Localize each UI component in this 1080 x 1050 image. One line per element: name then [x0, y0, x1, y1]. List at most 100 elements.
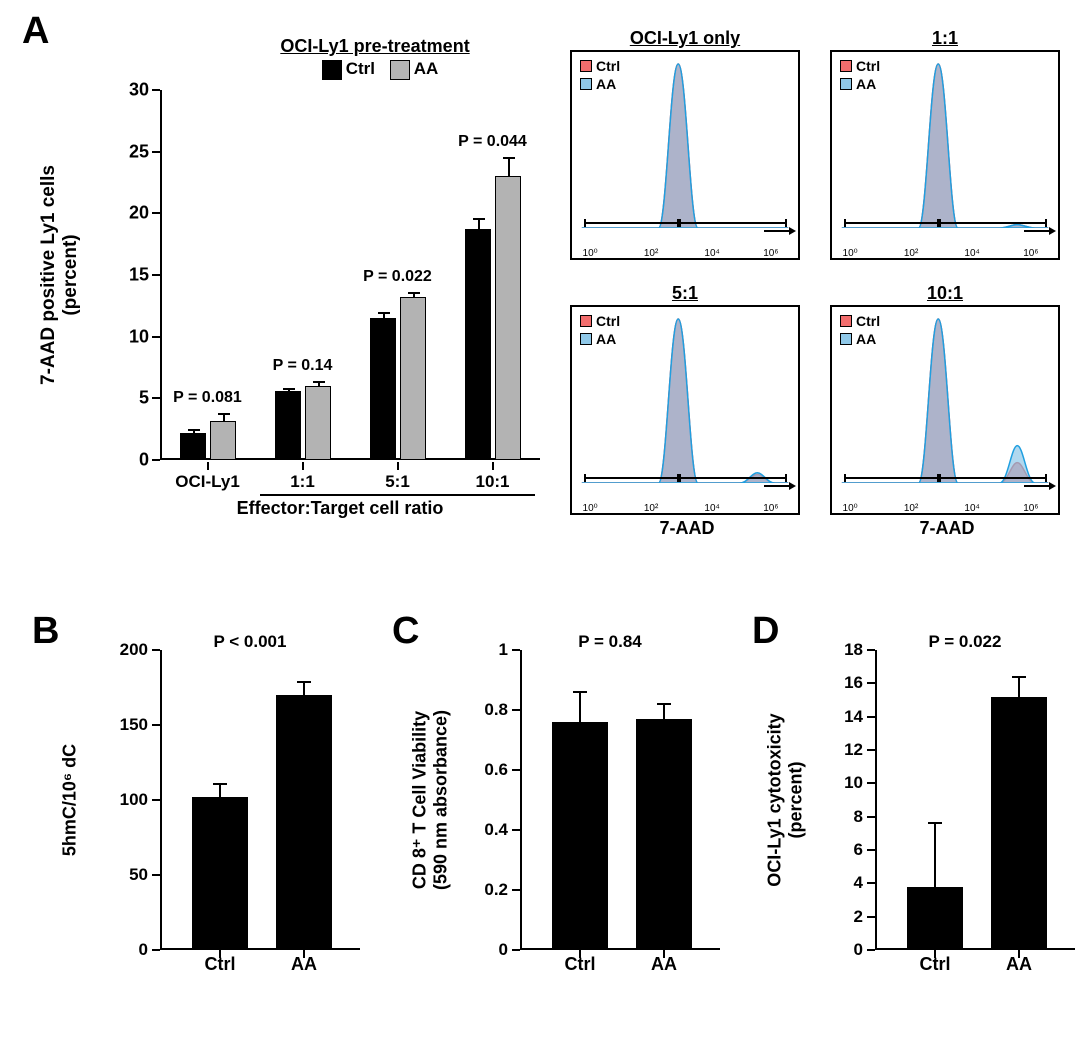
error-bar [303, 682, 305, 696]
panel-a-pvalue: P = 0.081 [163, 389, 253, 407]
panel-a-legend-title: OCI-Ly1 pre-treatment [240, 36, 510, 57]
panel-a-y-title-1: 7-AAD positive Ly1 cells [38, 165, 59, 385]
ytick-label: 0 [102, 940, 148, 960]
flow-xtick-label: 10² [904, 503, 918, 514]
panel-a-err-ctrl [383, 313, 385, 319]
ytick [867, 682, 875, 684]
ytick-label: 0.4 [462, 820, 508, 840]
panel-a-ytick [152, 89, 160, 91]
ytick [867, 949, 875, 951]
ytick-label: 1 [462, 640, 508, 660]
flow-plot-title: 5:1 [572, 283, 798, 304]
flow-plot: OCI-Ly1 onlyCtrlAA10⁰10²10⁴10⁶ [570, 50, 800, 260]
ytick [867, 916, 875, 918]
panel-a-bar-ctrl [370, 318, 396, 460]
ytick-label: 0.6 [462, 760, 508, 780]
flow-plot-title: 1:1 [832, 28, 1058, 49]
panel-a-xtick [397, 462, 399, 470]
panel-a-xtick [492, 462, 494, 470]
panel-a-xlabel: 10:1 [475, 472, 509, 492]
panel-a-ytick-label: 0 [115, 450, 149, 471]
arrow-icon [1024, 485, 1054, 487]
panel-a-bar-aa [495, 176, 521, 460]
panel-a-ytick [152, 397, 160, 399]
flow-gate-right [939, 222, 1047, 224]
flow-xtick-label: 10² [904, 248, 918, 259]
flow-gate-right [939, 477, 1047, 479]
bar [552, 722, 608, 950]
panel-a-xlabel: OCI-Ly1 [175, 472, 240, 492]
panel-a-y-title: 7-AAD positive Ly1 cells (percent) [38, 95, 82, 455]
flow-xaxis-label: 7-AAD [572, 518, 802, 539]
flow-xtick-label: 10⁶ [763, 503, 778, 514]
flow-xtick-label: 10⁶ [1023, 503, 1038, 514]
panel-a-ytick-label: 5 [115, 388, 149, 409]
panel-a-xgroup-title: Effector:Target cell ratio [210, 498, 470, 519]
panel-d-y-title-2: (percent) [785, 762, 805, 839]
flow-xtick-label: 10⁰ [843, 503, 858, 514]
bar [192, 797, 248, 950]
panel-a-bar-aa [305, 386, 331, 460]
panel-a-ytick [152, 274, 160, 276]
panel-a-err-aa [318, 382, 320, 387]
ytick-label: 0.8 [462, 700, 508, 720]
panel-a-err-aa [508, 158, 510, 178]
flow-plot-title: 10:1 [832, 283, 1058, 304]
ytick-label: 10 [817, 773, 863, 793]
ytick-label: 14 [817, 707, 863, 727]
ytick [512, 769, 520, 771]
panel-a-xtick [302, 462, 304, 470]
panel-d-y-title: OCI-Ly1 cytotoxicity (percent) [764, 640, 805, 960]
panel-a-ytick-label: 10 [115, 326, 149, 347]
flow-gate-right [679, 477, 787, 479]
panel-a-pvalue: P = 0.14 [258, 357, 348, 375]
figure-root: A OCI-Ly1 pre-treatment Ctrl AA 7-AAD po… [10, 10, 1070, 1040]
ytick-label: 100 [102, 790, 148, 810]
panel-a-ytick [152, 459, 160, 461]
flow-gate-left [844, 222, 939, 224]
ytick-label: 8 [817, 807, 863, 827]
panel-b-y-title: 5hmC/10⁶ dC [60, 640, 81, 960]
error-bar [579, 692, 581, 722]
flow-gate-left [584, 477, 679, 479]
panel-d-pval: P = 0.022 [929, 632, 1002, 652]
ytick [867, 849, 875, 851]
ytick [512, 949, 520, 951]
panel-a-err-aa [223, 414, 225, 421]
flow-xtick-label: 10² [644, 503, 658, 514]
legend-label-ctrl: Ctrl [346, 59, 375, 78]
ytick-label: 12 [817, 740, 863, 760]
panel-c-pval: P = 0.84 [578, 632, 642, 652]
flow-histogram [832, 58, 1058, 228]
bar [636, 719, 692, 950]
panel-a-ytick-label: 15 [115, 265, 149, 286]
panel-a-bar-aa [400, 297, 426, 460]
ytick [867, 716, 875, 718]
panel-a-err-ctrl [193, 430, 195, 434]
error-bar [219, 784, 221, 798]
ytick-label: 6 [817, 840, 863, 860]
flow-xtick-label: 10⁴ [704, 503, 719, 514]
panel-a-bar-ctrl [275, 391, 301, 460]
ytick [512, 709, 520, 711]
ytick [512, 829, 520, 831]
panel-c-y-title-2: (590 nm absorbance) [430, 710, 450, 890]
xlabel: AA [291, 954, 317, 975]
flow-gate-right [679, 222, 787, 224]
panel-a-xgroup-line [260, 494, 535, 496]
ytick [152, 874, 160, 876]
panel-b-chart: 5hmC/10⁶ dC P < 0.001 050100150200CtrlAA [70, 620, 380, 1010]
flow-xtick-label: 10⁴ [704, 248, 719, 259]
ytick-label: 0 [817, 940, 863, 960]
ytick-label: 16 [817, 673, 863, 693]
ytick-label: 2 [817, 907, 863, 927]
ytick [867, 749, 875, 751]
flow-xtick-label: 10⁶ [1023, 248, 1038, 259]
legend-swatch-aa [390, 60, 410, 80]
bar [907, 887, 963, 950]
panel-a-ytick-label: 25 [115, 141, 149, 162]
flow-gate-left [584, 222, 679, 224]
panel-b-pval: P < 0.001 [214, 632, 287, 652]
flow-histogram [572, 58, 798, 228]
panel-d-chart: OCI-Ly1 cytotoxicity (percent) P = 0.022… [785, 620, 1080, 1010]
